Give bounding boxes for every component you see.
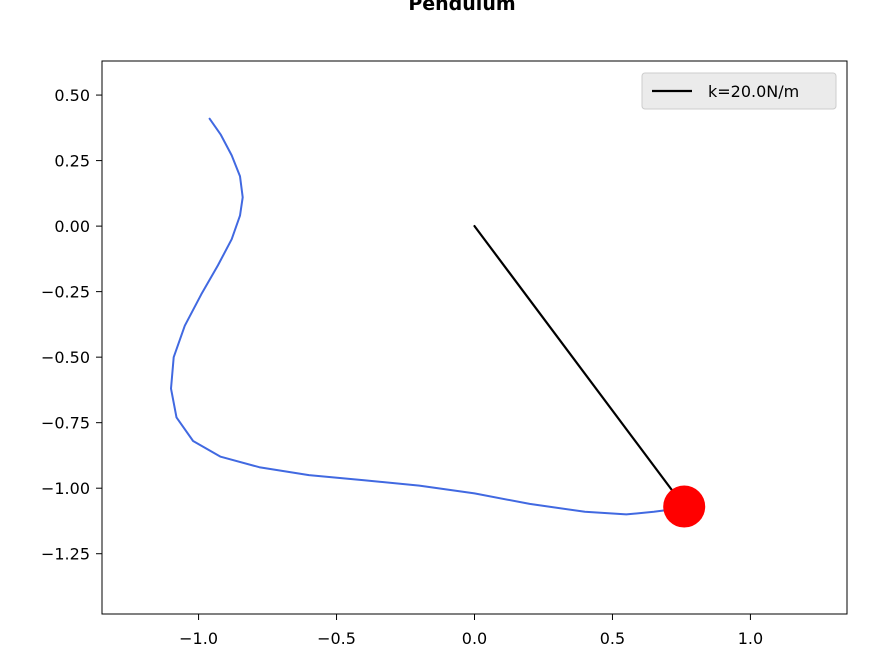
x-tick-label: 0.5 [600, 629, 625, 648]
x-tick-label: −1.0 [179, 629, 218, 648]
y-tick-label: 0.25 [54, 152, 90, 171]
x-tick-label: 0.0 [462, 629, 487, 648]
y-tick-label: 0.50 [54, 86, 90, 105]
legend: k=20.0N/m [641, 72, 837, 110]
y-tick-label: −1.00 [41, 479, 90, 498]
x-tick-label: 1.0 [738, 629, 763, 648]
y-tick-label: −0.75 [41, 414, 90, 433]
pendulum-rod-line [473, 225, 686, 508]
legend-box [641, 72, 837, 110]
axes-layer: −1.0 −0.5 0.0 0.5 1.0 0.50 0.25 0.00 −0.25 −0.50 −… [41, 60, 848, 648]
plot-layer [170, 117, 706, 528]
legend-label: k=20.0N/m [708, 82, 799, 101]
y-tick-label: 0.00 [54, 217, 90, 236]
x-tick-label: −0.5 [317, 629, 356, 648]
y-tick-label: −1.25 [41, 545, 90, 564]
y-tick-label: −0.25 [41, 283, 90, 302]
pendulum-bob [663, 485, 706, 528]
y-tick-label: −0.50 [41, 348, 90, 367]
trajectory-line [170, 117, 686, 516]
chart-title: Pendulum [408, 0, 515, 15]
